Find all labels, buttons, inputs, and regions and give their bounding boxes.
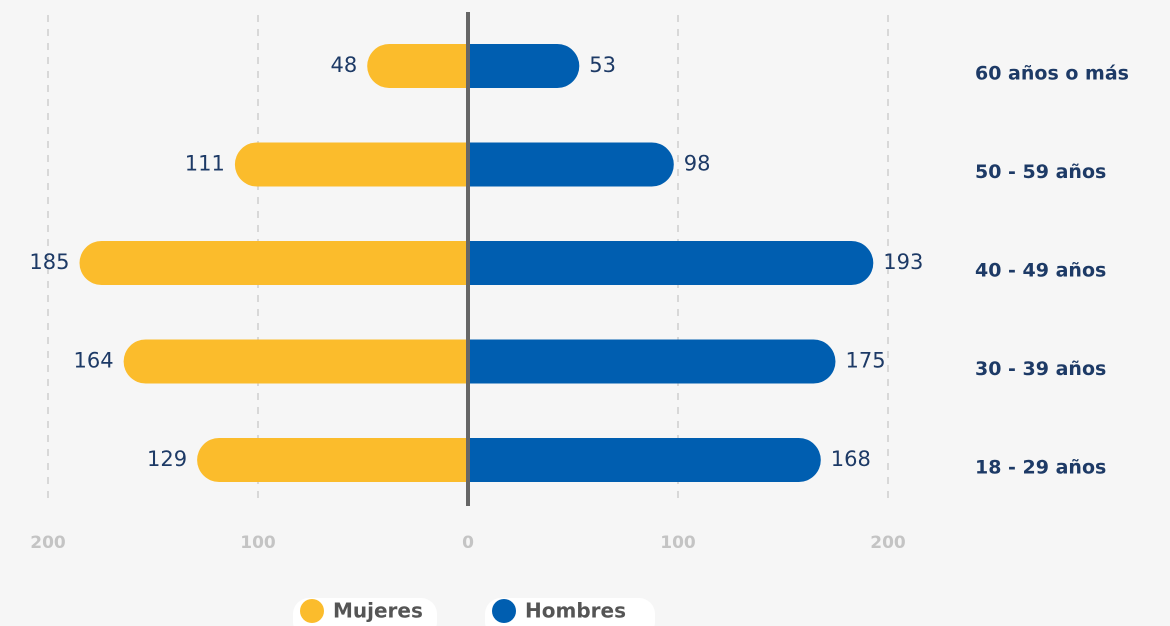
value-label: 193 [883, 250, 923, 274]
category-label: 40 - 49 años [975, 260, 1106, 282]
value-label: 53 [589, 53, 616, 77]
legend-pill [293, 598, 437, 626]
bar [468, 339, 836, 384]
bar [79, 241, 468, 285]
x-tick-label: 200 [870, 533, 906, 553]
category-label: 60 años o más [975, 63, 1129, 85]
value-label: 175 [846, 349, 886, 373]
bar [468, 142, 674, 187]
x-tick-label: 200 [30, 533, 66, 553]
bar [468, 44, 580, 88]
legend-label: Mujeres [333, 599, 423, 623]
category-label: 50 - 59 años [975, 161, 1106, 183]
legend-label: Hombres [525, 599, 626, 623]
category-label: 18 - 29 años [975, 457, 1106, 479]
bar [468, 241, 874, 285]
legend-swatch [492, 599, 516, 623]
value-label: 185 [29, 250, 69, 274]
category-label: 30 - 39 años [975, 358, 1106, 380]
value-label: 48 [330, 53, 357, 77]
x-tick-label: 100 [660, 533, 696, 553]
value-label: 164 [74, 349, 114, 373]
value-label: 129 [147, 447, 187, 471]
bar [468, 438, 821, 482]
bar [197, 438, 468, 482]
x-tick-label: 0 [462, 533, 474, 553]
legend-swatch [300, 599, 324, 623]
bar [123, 339, 468, 384]
x-tick-label: 100 [240, 533, 276, 553]
legend-pill [485, 598, 655, 626]
bar [367, 44, 468, 88]
bar [234, 142, 468, 187]
value-label: 168 [831, 447, 871, 471]
value-label: 98 [684, 152, 711, 176]
value-label: 111 [185, 152, 225, 176]
